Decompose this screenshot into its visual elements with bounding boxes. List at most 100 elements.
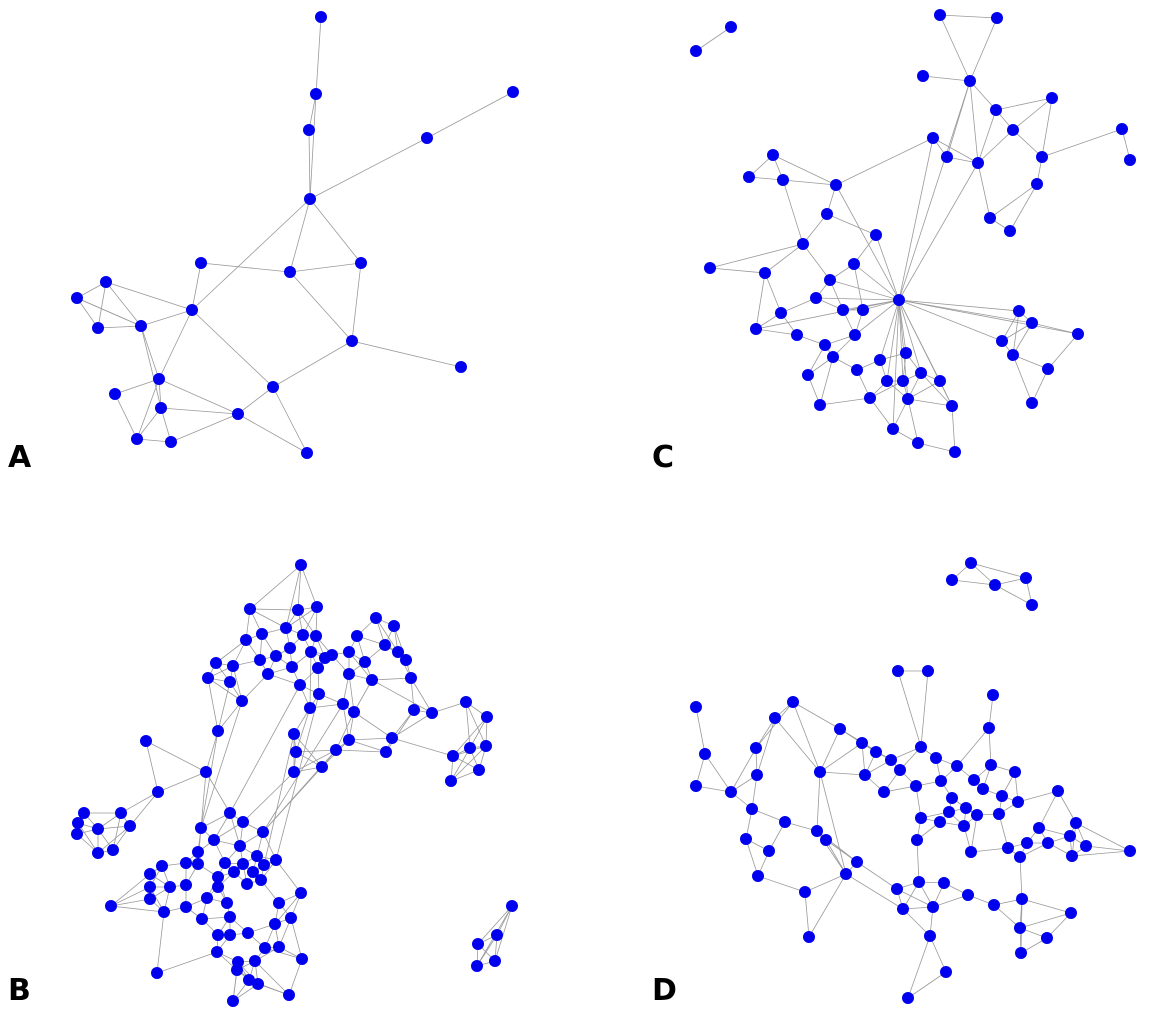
- panel-b-edge: [477, 905, 513, 945]
- panel-c-node: [777, 174, 789, 186]
- panel-c-node: [791, 329, 803, 341]
- panel-d-node: [983, 722, 995, 734]
- panel-b-edge: [476, 934, 498, 967]
- panel-b-node: [270, 650, 282, 662]
- panel-b-node: [290, 746, 302, 758]
- panel-d-edge: [856, 861, 898, 890]
- panel-b-node: [348, 706, 360, 718]
- panel-b-node: [294, 679, 306, 691]
- panel-b-edge: [295, 749, 337, 753]
- panel-b-edge: [156, 911, 165, 974]
- panel-b-node: [305, 646, 317, 658]
- panel-d-node: [915, 741, 927, 753]
- panel-c-node: [902, 393, 914, 405]
- panel-d-node: [934, 816, 946, 828]
- panel-d-node: [746, 803, 758, 815]
- panel-c-edge: [772, 154, 837, 186]
- panel-a-node: [131, 433, 143, 445]
- panel-d-node: [803, 931, 815, 943]
- panel-d-edge: [804, 873, 847, 893]
- panel-b-node: [211, 946, 223, 958]
- panel-d-node: [799, 886, 811, 898]
- panel-b-node: [180, 857, 192, 869]
- panel-a-node: [232, 408, 244, 420]
- panel-b-node: [284, 642, 296, 654]
- panel-a-edge: [237, 386, 274, 415]
- panel-b-node: [78, 807, 90, 819]
- panel-d-edge: [916, 839, 920, 883]
- panel-d-edge: [956, 727, 990, 767]
- panel-c-edge: [853, 263, 864, 311]
- panel-c-node: [917, 70, 929, 82]
- panel-c-edge: [853, 263, 900, 301]
- panel-c-edge: [764, 243, 804, 274]
- panel-a-edge: [105, 281, 142, 327]
- panel-b-node: [380, 746, 392, 758]
- panel-b-node: [227, 995, 239, 1007]
- panel-c-edge: [764, 272, 782, 314]
- panel-b-node: [330, 744, 342, 756]
- panel-c-edge: [1012, 129, 1043, 158]
- panel-b-node: [295, 887, 307, 899]
- panel-b-edge: [215, 639, 247, 664]
- panel-b-edge: [232, 665, 243, 702]
- panel-d-node: [891, 883, 903, 895]
- panel-b-edge: [342, 703, 350, 741]
- panel-d-node: [1042, 837, 1054, 849]
- panel-d-node: [750, 742, 762, 754]
- panel-c-nodes: [690, 9, 1136, 458]
- panel-b-edge: [353, 711, 393, 739]
- panel-d-node: [1002, 842, 1014, 854]
- panel-d-node: [1015, 947, 1027, 959]
- panel-b-node: [144, 881, 156, 893]
- panel-c-node: [972, 157, 984, 169]
- panel-c-edge: [977, 162, 991, 219]
- panel-c-edge: [829, 279, 900, 301]
- panel-c-edge: [835, 137, 934, 186]
- panel-b-node: [180, 879, 192, 891]
- panel-b-edge: [371, 679, 433, 714]
- panel-c-node: [1072, 328, 1084, 340]
- panel-d-node: [856, 737, 868, 749]
- panel-b-node: [92, 823, 104, 835]
- panel-a-edge: [272, 340, 353, 388]
- panel-b-edge: [241, 673, 269, 702]
- panel-b-node: [388, 620, 400, 632]
- panel-a-edge: [105, 281, 193, 311]
- panel-b-edge: [197, 827, 202, 865]
- panel-c-edge: [1041, 128, 1123, 158]
- panel-b-node: [481, 711, 493, 723]
- panel-b-node: [311, 601, 323, 613]
- panel-d-edge: [808, 873, 847, 938]
- panel-d-node: [935, 775, 947, 787]
- panel-b-nodes: [71, 559, 518, 1007]
- panel-b-node: [224, 929, 236, 941]
- panel-b-node: [343, 668, 355, 680]
- panel-c-node: [819, 339, 831, 351]
- panel-c-edge: [875, 234, 900, 301]
- panel-c-node: [704, 262, 716, 274]
- panel-b-node: [192, 858, 204, 870]
- panel-c-node: [964, 75, 976, 87]
- panel-d-node: [769, 712, 781, 724]
- panel-a-node: [186, 304, 198, 316]
- panel-a-nodes: [71, 11, 519, 459]
- panel-c-edge: [819, 356, 834, 406]
- panel-b-node: [379, 639, 391, 651]
- panel-b-node: [297, 629, 309, 641]
- panel-b-node: [288, 728, 300, 740]
- panel-c-node: [849, 329, 861, 341]
- panel-c-edge: [869, 380, 904, 399]
- panel-b-edge: [348, 651, 373, 681]
- panel-d-node: [1009, 766, 1021, 778]
- panel-c-edge: [1031, 368, 1049, 404]
- panel-a-node: [301, 447, 313, 459]
- panel-a-node: [195, 257, 207, 269]
- panel-d-edge: [825, 839, 847, 875]
- panel-d-edge: [756, 717, 776, 776]
- panel-d-node: [870, 746, 882, 758]
- panel-b-node: [259, 942, 271, 954]
- panel-c-node: [743, 171, 755, 183]
- panel-c-edge: [920, 372, 953, 407]
- panel-d-node: [924, 930, 936, 942]
